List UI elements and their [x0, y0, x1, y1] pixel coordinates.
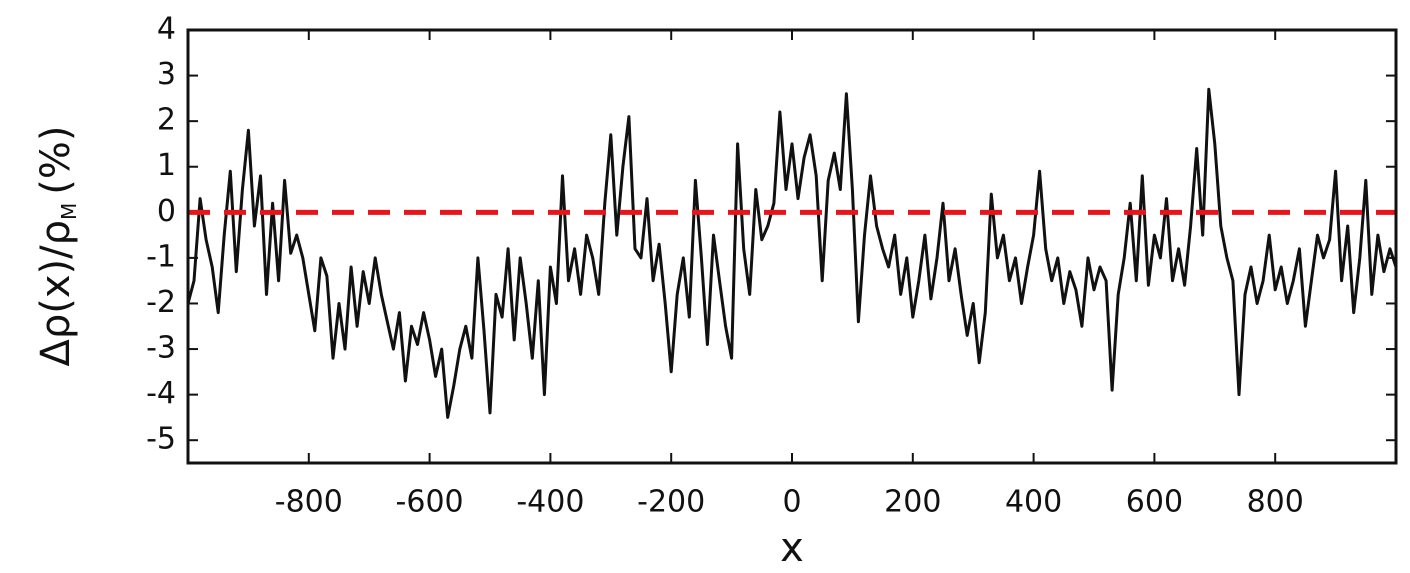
y-tick-label: -3 [146, 331, 176, 366]
x-tick-label: -400 [516, 485, 584, 520]
y-tick-label: -4 [146, 376, 176, 411]
x-tick-label: -800 [275, 485, 343, 520]
y-label-unit: (%) [33, 126, 79, 195]
x-tick-label: -600 [396, 485, 464, 520]
y-tick-label: -1 [146, 239, 176, 274]
x-tick-label: 400 [1005, 485, 1062, 520]
x-tick-label: 0 [782, 485, 801, 520]
y-tick-label: 0 [157, 194, 176, 229]
plot-frame [186, 28, 1398, 465]
y-label-sub: M [57, 203, 81, 220]
y-tick-label: 3 [157, 57, 176, 92]
x-tick-label: 800 [1247, 485, 1304, 520]
y-tick-label: -5 [146, 422, 176, 457]
y-tick-label: 2 [157, 103, 176, 138]
y-tick-label: 4 [157, 12, 176, 47]
y-label-main: Δρ(x)/ρ [33, 220, 79, 367]
x-tick-label: -200 [637, 485, 705, 520]
data-line [186, 87, 1398, 419]
x-tick-label: 200 [884, 485, 941, 520]
y-tick-label: 1 [157, 148, 176, 183]
x-tick-label: 600 [1126, 485, 1183, 520]
y-axis-label: Δρ(x)/ρM (%) [33, 126, 81, 367]
y-tick-label: -2 [146, 285, 176, 320]
x-axis-label: x [780, 525, 804, 571]
